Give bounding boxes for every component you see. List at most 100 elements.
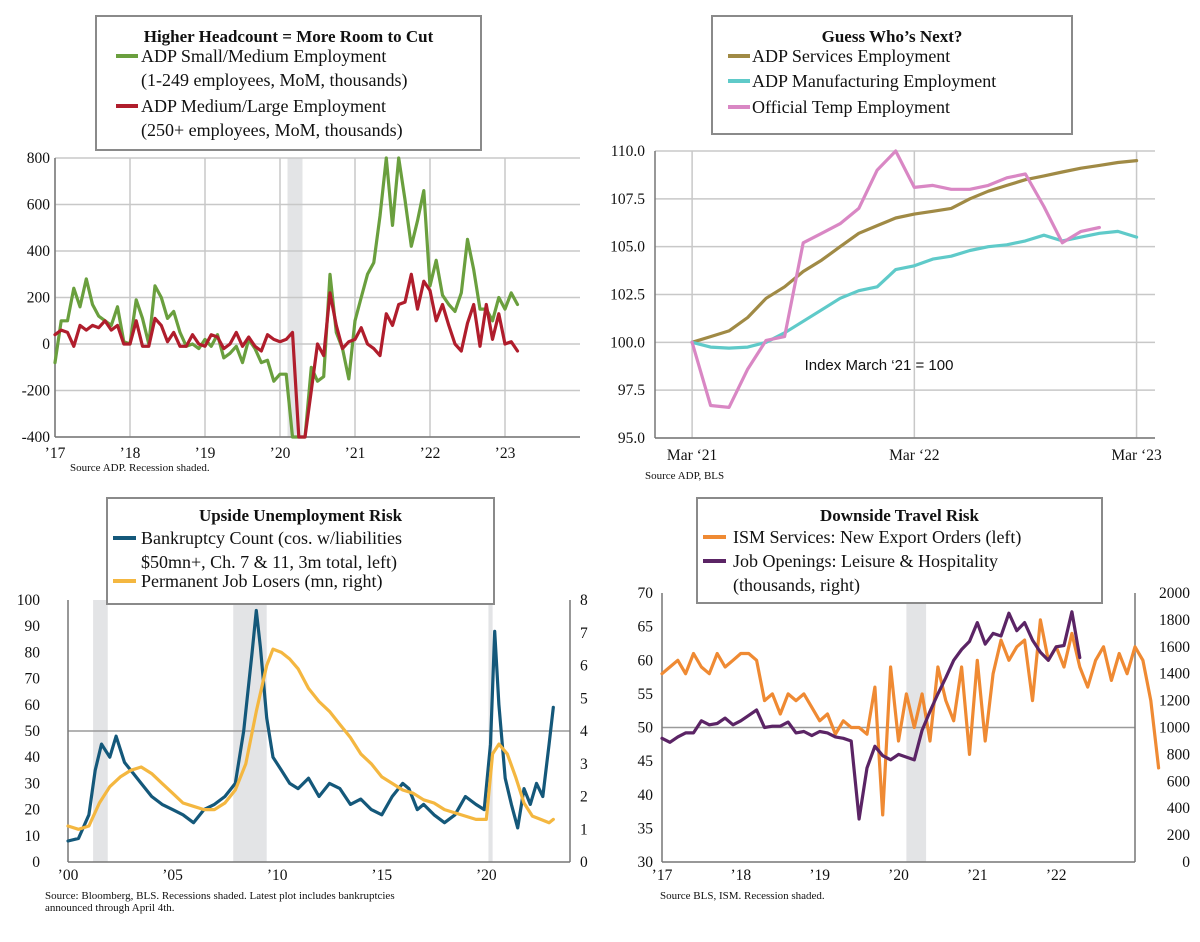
y2-tick-label: 600 bbox=[1167, 773, 1191, 790]
y2-tick-label: 1600 bbox=[1159, 639, 1190, 656]
y2-tick-label: 2000 bbox=[1159, 585, 1190, 602]
y2-tick-label: 1400 bbox=[1159, 666, 1190, 683]
y-tick-label: 40 bbox=[638, 787, 654, 804]
source-note: announced through April 4th. bbox=[45, 902, 175, 914]
x-tick-label: ’17 bbox=[45, 445, 66, 462]
series-line-1 bbox=[660, 618, 1161, 817]
y-tick-label: 0 bbox=[42, 336, 50, 353]
y-tick-label: 20 bbox=[25, 802, 41, 819]
y2-tick-label: 1200 bbox=[1159, 693, 1190, 710]
x-tick-label: ’19 bbox=[195, 445, 216, 462]
y2-tick-label: 3 bbox=[580, 756, 588, 773]
y-tick-label: 800 bbox=[27, 150, 51, 167]
y-tick-label: 65 bbox=[638, 619, 654, 636]
y-tick-label: 102.5 bbox=[610, 287, 645, 304]
x-tick-label: ’15 bbox=[371, 867, 392, 884]
y-tick-label: 200 bbox=[27, 290, 51, 307]
y-tick-label: 400 bbox=[27, 243, 51, 260]
legend-label: Official Temp Employment bbox=[752, 97, 950, 117]
legend-label: ADP Manufacturing Employment bbox=[752, 71, 996, 91]
x-tick-label: ’23 bbox=[495, 445, 516, 462]
y-tick-label: 30 bbox=[638, 854, 654, 871]
chart-4: 7065605550454035302000180016001400120010… bbox=[638, 497, 1191, 902]
y-tick-label: 70 bbox=[25, 671, 41, 688]
y-tick-label: 50 bbox=[638, 720, 654, 737]
source-note: Source ADP, BLS bbox=[645, 470, 724, 482]
y2-tick-label: 2 bbox=[580, 789, 588, 806]
x-tick-label: ’22 bbox=[420, 445, 441, 462]
series-line-2 bbox=[660, 610, 1082, 821]
x-tick-label: ’00 bbox=[58, 867, 79, 884]
y-tick-label: 35 bbox=[638, 820, 654, 837]
y-tick-label: -200 bbox=[22, 383, 51, 400]
x-tick-label: Mar ‘23 bbox=[1111, 447, 1162, 464]
y2-tick-label: 1 bbox=[580, 821, 588, 838]
series-line-1 bbox=[53, 156, 520, 439]
x-tick-label: ’20 bbox=[270, 445, 291, 462]
source-note: Source: Bloomberg, BLS. Recessions shade… bbox=[45, 890, 395, 902]
x-tick-label: ’05 bbox=[162, 867, 183, 884]
x-tick-label: ’20 bbox=[888, 867, 909, 884]
x-tick-label: ’22 bbox=[1046, 867, 1067, 884]
series-line-1 bbox=[690, 159, 1139, 344]
y-tick-label: 60 bbox=[25, 697, 41, 714]
y-tick-label: 600 bbox=[27, 197, 51, 214]
source-note: Source ADP. Recession shaded. bbox=[70, 462, 210, 474]
legend-label: ISM Services: New Export Orders (left) bbox=[733, 527, 1021, 548]
y2-tick-label: 800 bbox=[1167, 746, 1191, 763]
y-tick-label: 100.0 bbox=[610, 334, 645, 351]
y-tick-label: 60 bbox=[638, 652, 654, 669]
y-tick-label: 70 bbox=[638, 585, 654, 602]
chart-title: Higher Headcount = More Room to Cut bbox=[144, 27, 434, 46]
y-tick-label: 45 bbox=[638, 753, 654, 770]
legend-label: (1-249 employees, MoM, thousands) bbox=[141, 70, 407, 91]
x-tick-label: ’17 bbox=[652, 867, 673, 884]
y2-tick-label: 4 bbox=[580, 723, 588, 740]
x-tick-label: ’21 bbox=[345, 445, 366, 462]
y2-tick-label: 0 bbox=[580, 854, 588, 871]
x-tick-label: ’19 bbox=[809, 867, 830, 884]
legend-label: Bankruptcy Count (cos. w/liabilities bbox=[141, 528, 402, 549]
x-tick-label: ’18 bbox=[730, 867, 751, 884]
y-tick-label: 0 bbox=[32, 854, 40, 871]
y-tick-label: 105.0 bbox=[610, 239, 645, 256]
y2-tick-label: 5 bbox=[580, 690, 588, 707]
y2-tick-label: 7 bbox=[580, 625, 588, 642]
y2-tick-label: 6 bbox=[580, 658, 588, 675]
x-tick-label: ’21 bbox=[967, 867, 988, 884]
chart-title: Guess Who’s Next? bbox=[822, 27, 963, 46]
y-tick-label: 97.5 bbox=[618, 382, 645, 399]
y-tick-label: 55 bbox=[638, 686, 654, 703]
x-tick-label: Mar ‘22 bbox=[889, 447, 939, 464]
legend-label: (250+ employees, MoM, thousands) bbox=[141, 120, 403, 141]
y2-tick-label: 400 bbox=[1167, 800, 1191, 817]
y-tick-label: 107.5 bbox=[610, 191, 645, 208]
y-tick-label: 100 bbox=[17, 592, 41, 609]
legend-label: ADP Medium/Large Employment bbox=[141, 96, 386, 116]
y-tick-label: 40 bbox=[25, 749, 41, 766]
chart-annotation: Index March ‘21 = 100 bbox=[805, 357, 954, 374]
source-note: Source BLS, ISM. Recession shaded. bbox=[660, 890, 825, 902]
series-line-3 bbox=[690, 149, 1101, 409]
legend-box bbox=[711, 15, 1073, 135]
x-tick-label: ’20 bbox=[476, 867, 497, 884]
legend-label: ADP Small/Medium Employment bbox=[141, 46, 386, 66]
chart-title: Upside Unemployment Risk bbox=[199, 506, 403, 525]
chart-3: 1009080706050403020100876543210’00’05’10… bbox=[17, 497, 588, 914]
legend-label: Job Openings: Leisure & Hospitality bbox=[733, 551, 998, 571]
chart-title: Downside Travel Risk bbox=[820, 506, 980, 525]
x-tick-label: ’10 bbox=[267, 867, 288, 884]
chart-1: 800 600 400 200 0 -200 -400’17 ’18 ’19 ’20 ’21 ’22 ’… bbox=[22, 15, 580, 474]
y-tick-label: 80 bbox=[25, 644, 41, 661]
y-tick-label: 110.0 bbox=[611, 143, 646, 160]
series-line-2 bbox=[66, 647, 555, 831]
series-line-1 bbox=[66, 608, 555, 843]
legend-label: $50mn+, Ch. 7 & 11, 3m total, left) bbox=[141, 552, 397, 573]
y-tick-label: 10 bbox=[25, 828, 41, 845]
chart-2: 110.0 107.5 105.0 102.5 100.0 97.5 95.0 Mar ‘21… bbox=[610, 15, 1162, 482]
legend-label: (thousands, right) bbox=[733, 575, 860, 596]
y2-tick-label: 200 bbox=[1167, 827, 1191, 844]
y-tick-label: 50 bbox=[25, 723, 41, 740]
x-tick-label: ’18 bbox=[120, 445, 141, 462]
